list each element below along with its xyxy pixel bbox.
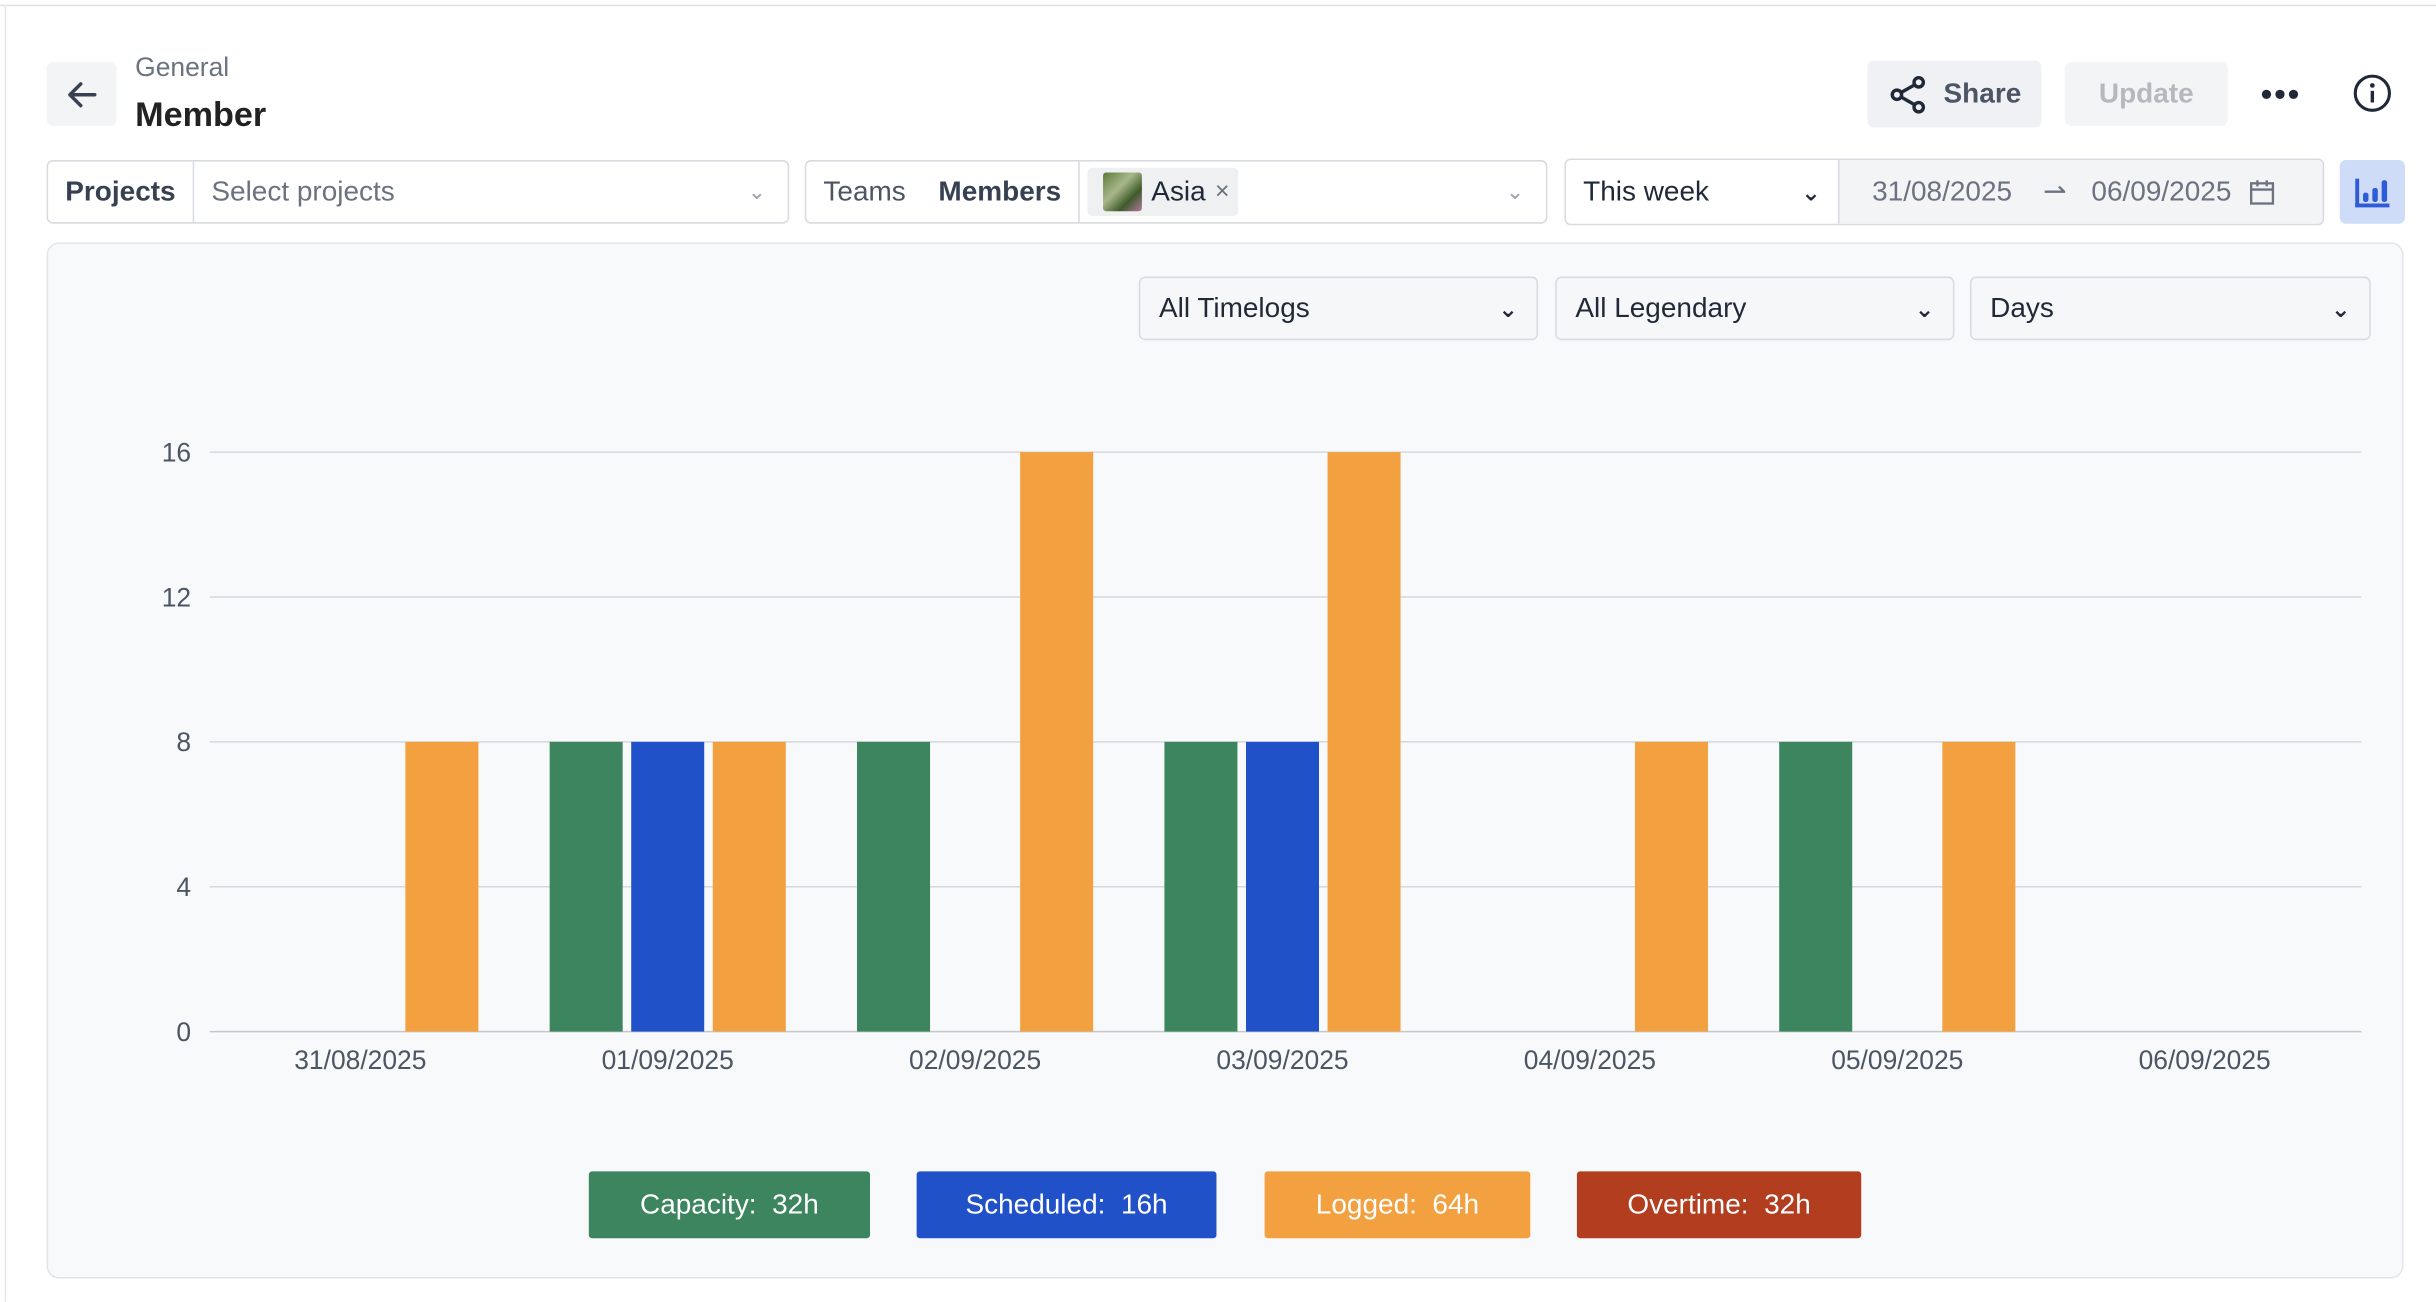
x-tick-label: 01/09/2025 [602, 1045, 734, 1075]
arrow-right-icon: ⇀ [2043, 175, 2067, 207]
y-tick-label: 0 [176, 1017, 191, 1047]
info-icon[interactable] [2352, 73, 2392, 121]
members-filter[interactable]: Teams Members Asia × ⌄ [804, 160, 1548, 224]
granularity-select[interactable]: Days ⌄ [1969, 276, 2371, 341]
share-label: Share [1943, 77, 2022, 109]
bar-logged [1634, 741, 1708, 1032]
legend-scheduled[interactable]: Scheduled: 16h [916, 1171, 1217, 1239]
date-range[interactable]: 31/08/2025 ⇀ 06/09/2025 [1839, 160, 2323, 224]
legend-overtime[interactable]: Overtime: 32h [1576, 1171, 1862, 1239]
chevron-down-icon: ⌄ [1914, 295, 1935, 323]
y-tick-label: 12 [162, 582, 191, 612]
y-tick-label: 16 [162, 437, 191, 467]
legend-logged[interactable]: Logged: 64h [1264, 1171, 1531, 1239]
bar-capacity [857, 741, 931, 1032]
projects-filter[interactable]: Projects Select projects ⌄ [46, 160, 790, 224]
chevron-down-icon[interactable]: ⌄ [747, 178, 766, 204]
granularity-value: Days [1990, 292, 2054, 324]
bar-logged [1327, 452, 1401, 1032]
bar-capacity [1779, 741, 1853, 1032]
bar-scheduled [1245, 741, 1320, 1032]
bar-logged [1020, 452, 1094, 1032]
bar-chart: 0 4 8 12 16 31/08/2025 01/09/2025 02/09/2025 03/… [162, 437, 2362, 1075]
projects-label: Projects [48, 161, 195, 223]
legend-capacity[interactable]: Capacity: 32h [588, 1171, 871, 1239]
date-filter: This week ⌄ 31/08/2025 ⇀ 06/09/2025 [1564, 158, 2325, 226]
bar-capacity [1164, 741, 1238, 1032]
close-icon[interactable]: × [1215, 177, 1230, 205]
teams-tab[interactable]: Teams [823, 175, 906, 207]
legendary-value: All Legendary [1575, 292, 1747, 324]
x-tick-label: 06/09/2025 [2139, 1045, 2271, 1075]
left-border [4, 4, 7, 1302]
bar-logged [1942, 741, 2016, 1032]
share-button[interactable]: Share [1867, 60, 2042, 128]
legendary-select[interactable]: All Legendary ⌄ [1555, 276, 1955, 341]
y-tick-label: 4 [176, 872, 191, 902]
breadcrumb[interactable]: General [135, 52, 230, 83]
top-border [0, 4, 2436, 7]
members-tab[interactable]: Members [923, 161, 1080, 223]
member-chip: Asia × [1087, 167, 1239, 216]
arrow-left-icon [67, 81, 96, 107]
bar-capacity [549, 741, 623, 1032]
chevron-down-icon: ⌄ [2331, 295, 2351, 323]
timelogs-select[interactable]: All Timelogs ⌄ [1138, 276, 1539, 341]
period-select[interactable]: This week ⌄ [1566, 160, 1840, 224]
calendar-icon [2250, 179, 2275, 204]
x-tick-label: 02/09/2025 [909, 1045, 1041, 1075]
bar-logged [712, 741, 786, 1032]
chevron-down-icon: ⌄ [1801, 179, 1821, 206]
update-button[interactable]: Update [2064, 62, 2228, 126]
page-title: Member [135, 94, 267, 134]
x-tick-label: 04/09/2025 [1524, 1045, 1656, 1075]
projects-select[interactable]: Select projects [211, 175, 395, 207]
share-icon [1890, 75, 1926, 113]
chevron-down-icon: ⌄ [1498, 295, 1518, 323]
chevron-down-icon[interactable]: ⌄ [1505, 178, 1525, 204]
date-to: 06/09/2025 [2091, 175, 2232, 207]
timelogs-value: All Timelogs [1158, 292, 1310, 324]
x-tick-label: 31/08/2025 [294, 1045, 426, 1075]
bar-scheduled [631, 741, 705, 1032]
back-button[interactable] [46, 62, 117, 126]
avatar [1103, 172, 1142, 212]
x-tick-label: 05/09/2025 [1831, 1045, 1963, 1075]
chart-view-button[interactable] [2339, 160, 2405, 224]
member-chip-label: Asia [1151, 175, 1206, 207]
date-from: 31/08/2025 [1872, 175, 2013, 207]
bar-chart-icon [2355, 177, 2390, 207]
period-value: This week [1583, 175, 1710, 207]
y-tick-label: 8 [176, 727, 191, 757]
x-tick-label: 03/09/2025 [1216, 1045, 1348, 1075]
more-options-icon[interactable]: ••• [2260, 74, 2302, 114]
bar-logged [405, 741, 479, 1032]
